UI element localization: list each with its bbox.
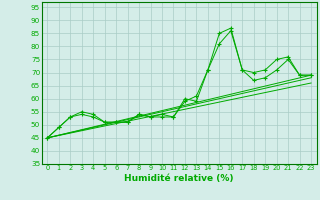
X-axis label: Humidité relative (%): Humidité relative (%) bbox=[124, 174, 234, 183]
